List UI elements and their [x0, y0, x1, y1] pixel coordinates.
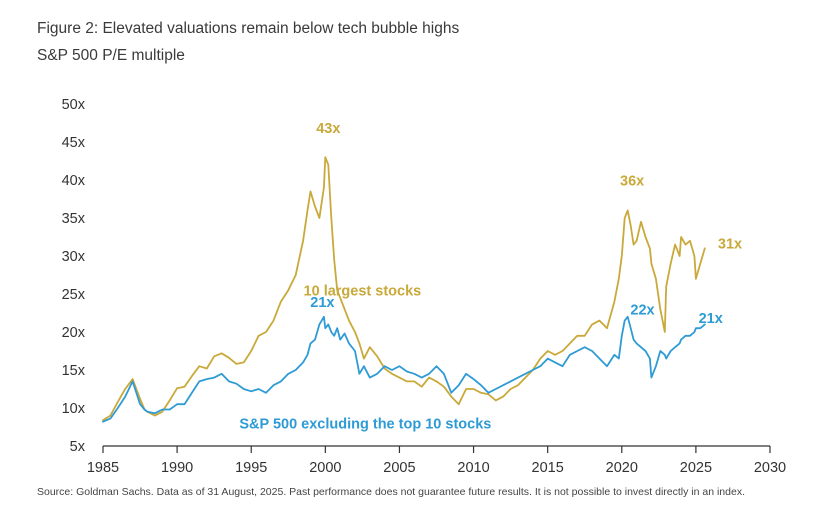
y-tick-label: 35x: [62, 211, 86, 227]
x-axis-labels: 1985 1990 1995 2000 2005 2010 2015 2020 2025 2030: [87, 460, 786, 476]
annotation-label: 10 largest stocks: [304, 284, 422, 300]
y-tick-label: 30x: [62, 249, 86, 265]
annotation-label: 31x: [718, 236, 742, 252]
x-tick-label: 2025: [680, 460, 712, 476]
series-line-top10: [102, 156, 706, 422]
x-tick-label: 2005: [383, 460, 415, 476]
x-tick-label: 1985: [87, 460, 119, 476]
x-tick-label: 2015: [532, 460, 564, 476]
x-tick-label: 2010: [457, 460, 489, 476]
annotation-label: 43x: [316, 121, 340, 137]
y-tick-label: 45x: [62, 135, 86, 151]
series-line-ex-top10: [102, 315, 706, 423]
y-tick-label: 10x: [62, 401, 86, 417]
annotation-label: 21x: [310, 295, 334, 311]
x-axis-ticks: [102, 446, 771, 453]
x-tick-label: 2000: [309, 460, 341, 476]
y-tick-label: 20x: [62, 325, 86, 341]
source-note: Source: Goldman Sachs. Data as of 31 Aug…: [37, 486, 745, 498]
y-axis-labels: 5x 10x 15x 20x 25x 30x 35x 40x 45x 50x: [62, 97, 86, 455]
y-tick-label: 50x: [62, 97, 86, 113]
series-lines: [102, 156, 706, 423]
y-tick-label: 5x: [70, 439, 86, 455]
annotation-label: 21x: [699, 311, 723, 327]
chart-title: Figure 2: Elevated valuations remain bel…: [37, 20, 460, 37]
annotation-label: 22x: [630, 303, 654, 319]
x-tick-label: 1990: [161, 460, 193, 476]
x-tick-label: 2020: [606, 460, 638, 476]
annotation-label: S&P 500 excluding the top 10 stocks: [239, 417, 491, 433]
y-tick-label: 25x: [62, 287, 86, 303]
y-tick-label: 40x: [62, 173, 86, 189]
chart-subtitle: S&P 500 P/E multiple: [37, 47, 185, 64]
y-tick-label: 15x: [62, 363, 86, 379]
x-tick-label: 2030: [754, 460, 786, 476]
x-tick-label: 1995: [235, 460, 267, 476]
annotation-label: 36x: [620, 173, 644, 189]
